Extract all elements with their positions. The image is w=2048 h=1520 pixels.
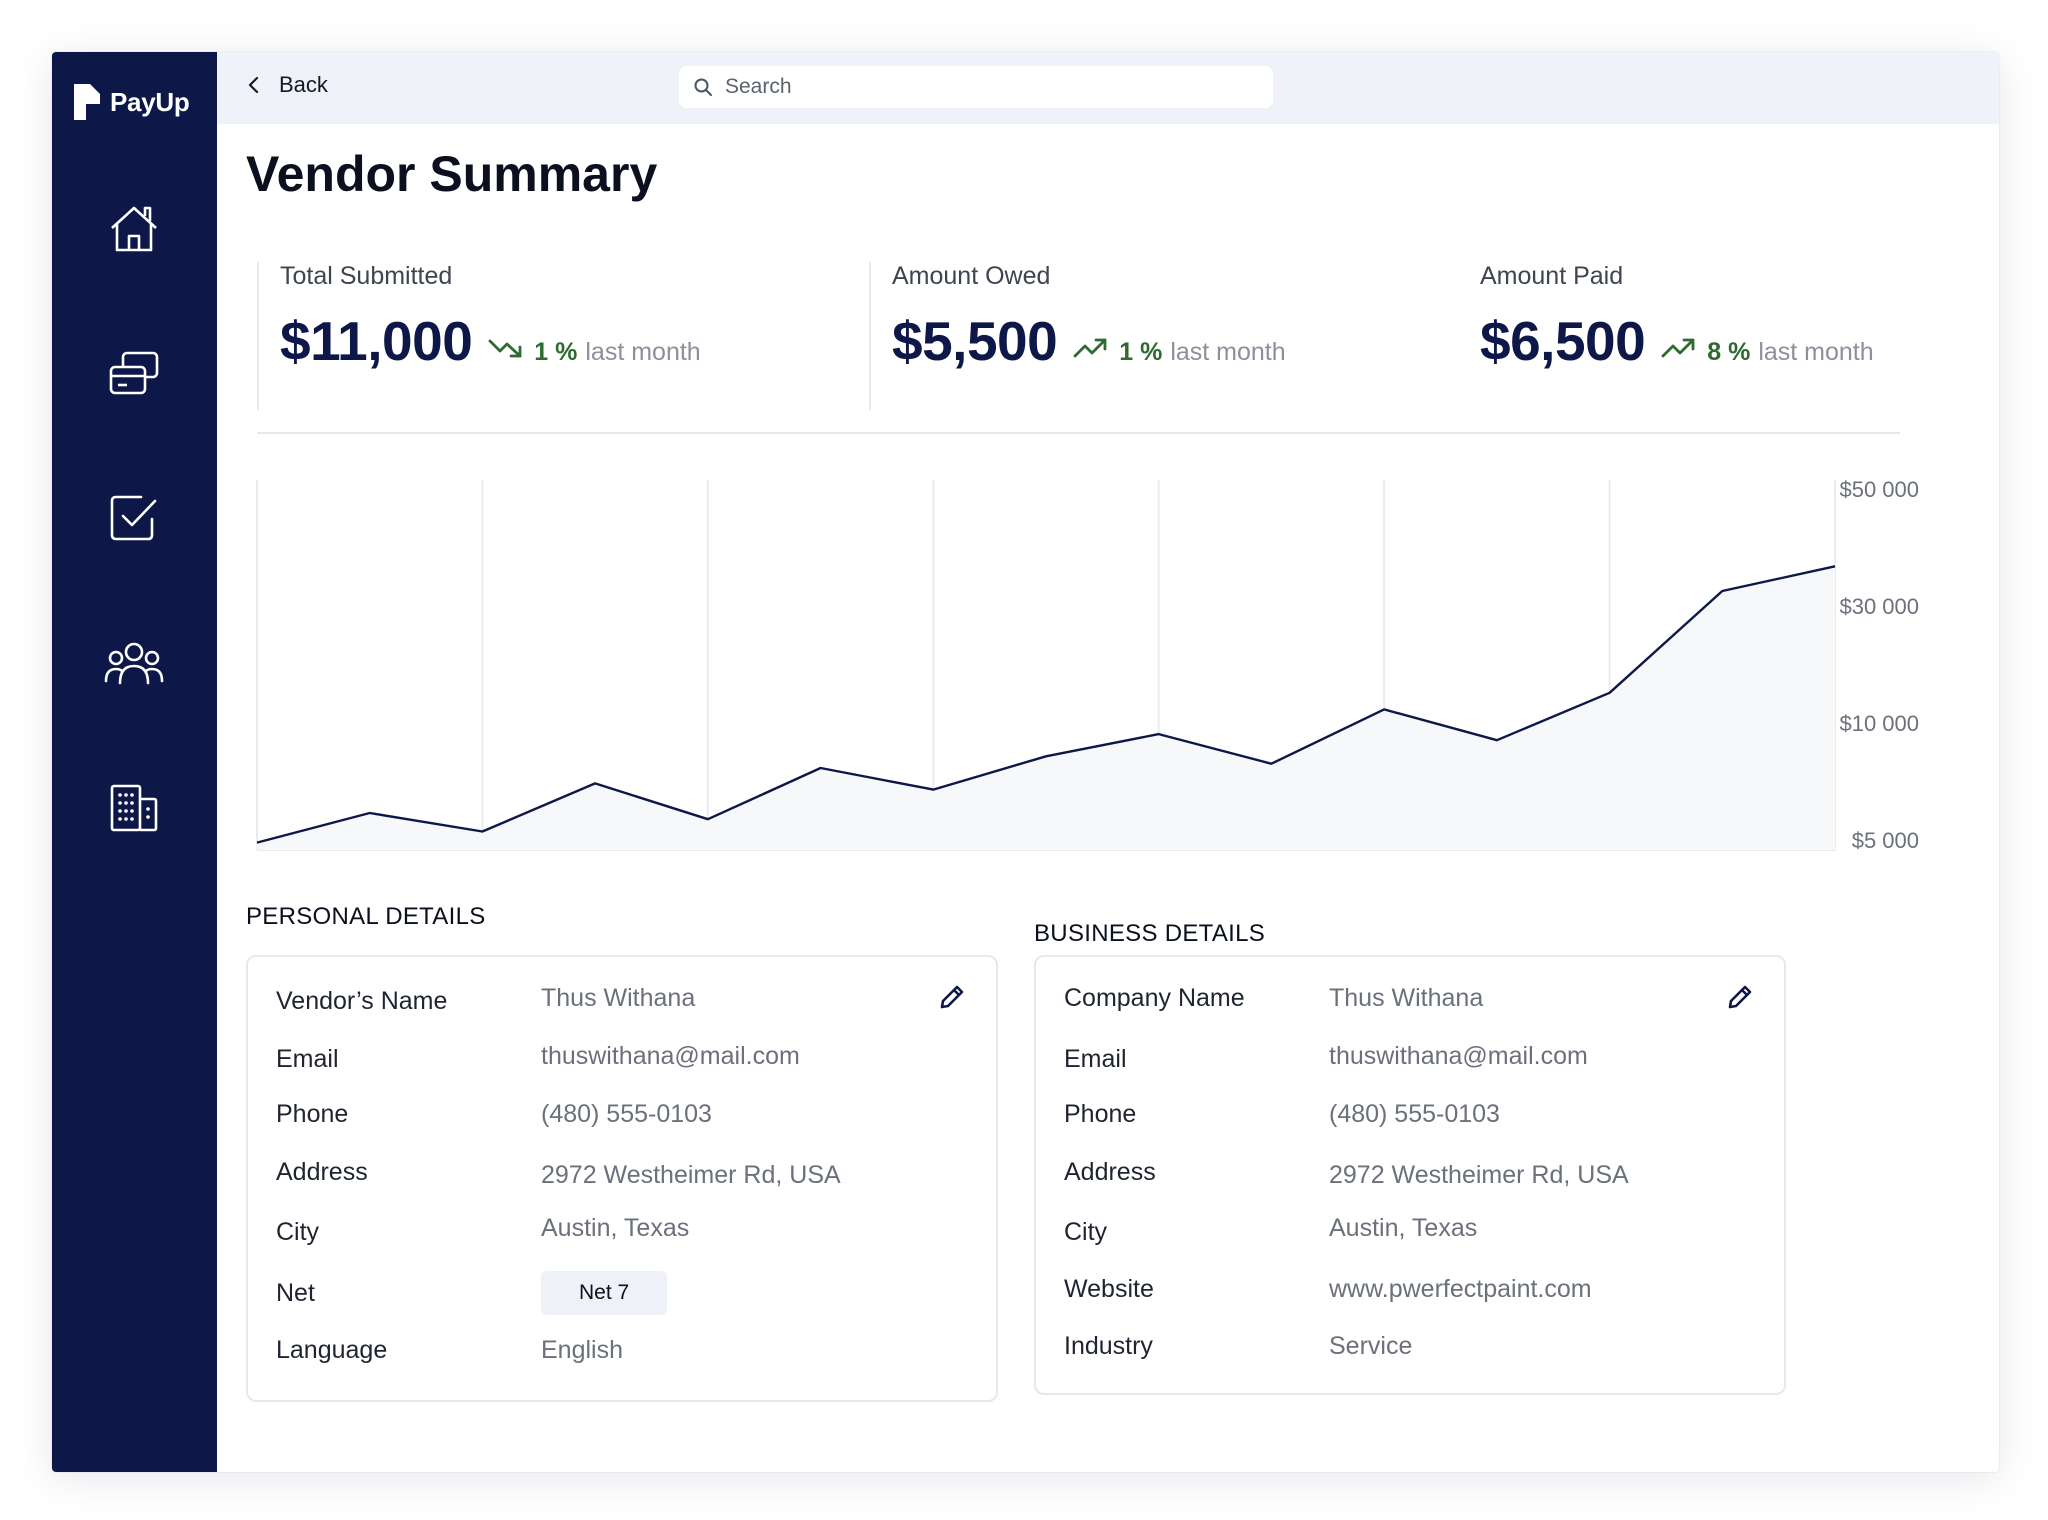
company-name-value: Thus Withana <box>1329 984 1484 1012</box>
sidebar-item-company[interactable] <box>102 776 166 840</box>
stat-value: $6,500 <box>1480 310 1646 372</box>
address-label: Address <box>276 1158 368 1186</box>
personal-details-card: Vendor’s Name Thus Withana Email thuswit… <box>246 955 998 1402</box>
email-value: thuswithana@mail.com <box>541 1042 800 1070</box>
y-tick-label: $50 000 <box>1839 477 1919 502</box>
search-box[interactable] <box>679 66 1273 108</box>
stat-label: Amount Paid <box>1480 262 1624 290</box>
vendor-name-value: Thus Withana <box>541 984 696 1012</box>
building-icon <box>110 784 158 832</box>
net-terms-badge: Net 7 <box>541 1271 668 1315</box>
business-details-title: BUSINESS DETAILS <box>1034 920 1266 947</box>
phone-label: Phone <box>1064 1100 1137 1128</box>
city-label: City <box>276 1218 320 1246</box>
stat-value: $5,500 <box>892 310 1058 372</box>
stat-label: Amount Owed <box>892 262 1051 290</box>
sidebar-item-home[interactable] <box>102 197 166 261</box>
vendor-name-label: Vendor’s Name <box>276 987 448 1015</box>
top-bar: Back <box>217 52 1999 124</box>
y-tick-label: $30 000 <box>1839 594 1919 619</box>
language-value: English <box>541 1336 623 1364</box>
search-input[interactable] <box>723 74 1247 100</box>
industry-value: Service <box>1329 1332 1413 1360</box>
back-label: Back <box>279 72 328 97</box>
city-label: City <box>1064 1218 1108 1246</box>
company-name-label: Company Name <box>1064 984 1245 1012</box>
trend-note: last month <box>585 338 701 366</box>
users-icon <box>104 642 164 685</box>
language-label: Language <box>276 1336 388 1364</box>
sidebar: PayUp <box>52 52 217 1472</box>
net-label: Net <box>276 1279 315 1307</box>
email-value: thuswithana@mail.com <box>1329 1042 1588 1070</box>
stat-divider <box>257 262 259 410</box>
sidebar-item-payments[interactable] <box>102 342 166 406</box>
section-divider <box>257 432 1900 434</box>
logo[interactable]: PayUp <box>72 82 190 122</box>
checkbox-icon <box>110 495 157 541</box>
chart-area-fill <box>257 566 1835 850</box>
address-value: 2972 Westheimer Rd, USA <box>1329 1161 1629 1189</box>
sidebar-item-vendors[interactable] <box>102 632 166 696</box>
city-value: Austin, Texas <box>1329 1214 1478 1242</box>
pencil-icon <box>1728 985 1752 1009</box>
chart-series-line <box>256 565 1836 844</box>
cards-icon <box>109 351 159 395</box>
page-title: Vendor Summary <box>246 146 658 202</box>
edit-personal-button[interactable] <box>938 983 966 1016</box>
address-label: Address <box>1064 1158 1156 1186</box>
trend-percent: 8 % <box>1707 338 1751 366</box>
trend-note: last month <box>1170 338 1286 366</box>
pencil-icon <box>940 985 964 1009</box>
edit-business-button[interactable] <box>1726 983 1754 1016</box>
email-label: Email <box>276 1045 339 1073</box>
home-icon <box>111 206 157 252</box>
payup-logo-icon <box>74 84 100 120</box>
phone-value: (480) 555-0103 <box>1329 1100 1500 1128</box>
email-label: Email <box>1064 1045 1127 1073</box>
personal-details-title: PERSONAL DETAILS <box>246 903 486 930</box>
stat-divider <box>869 262 871 410</box>
trend-percent: 1 % <box>534 338 578 366</box>
trend-up-icon <box>1073 338 1107 358</box>
trend-percent: 1 % <box>1119 338 1163 366</box>
industry-label: Industry <box>1064 1332 1153 1360</box>
stat-value: $11,000 <box>280 310 473 372</box>
city-value: Austin, Texas <box>541 1214 690 1242</box>
stat-amount-paid: Amount Paid $6,500 8 % last month <box>1480 262 1874 373</box>
phone-label: Phone <box>276 1100 349 1128</box>
area-chart: $50 000 $30 000 $10 000 $5 000 <box>256 477 1919 853</box>
address-value: 2972 Westheimer Rd, USA <box>541 1161 841 1189</box>
search-icon <box>694 78 712 96</box>
website-label: Website <box>1064 1275 1154 1303</box>
trend-up-icon <box>1661 338 1695 358</box>
logo-text: PayUp <box>110 86 190 117</box>
y-tick-label: $5 000 <box>1852 828 1919 853</box>
stat-amount-owed: Amount Owed $5,500 1 % last month <box>892 262 1286 373</box>
chevron-left-icon <box>248 76 259 94</box>
stat-total-submitted: Total Submitted $11,000 1 % last month <box>280 262 701 373</box>
phone-value: (480) 555-0103 <box>541 1100 712 1128</box>
y-tick-label: $10 000 <box>1839 711 1919 736</box>
website-value: www.pwerfectpaint.com <box>1329 1275 1592 1303</box>
app-window: PayUp <box>52 52 1999 1472</box>
trend-note: last month <box>1758 338 1874 366</box>
stat-label: Total Submitted <box>280 262 453 290</box>
sidebar-item-tasks[interactable] <box>102 486 166 550</box>
business-details-card: Company Name Thus Withana Email thuswith… <box>1034 955 1786 1395</box>
trend-down-icon <box>488 339 522 358</box>
back-button[interactable]: Back <box>247 72 328 98</box>
